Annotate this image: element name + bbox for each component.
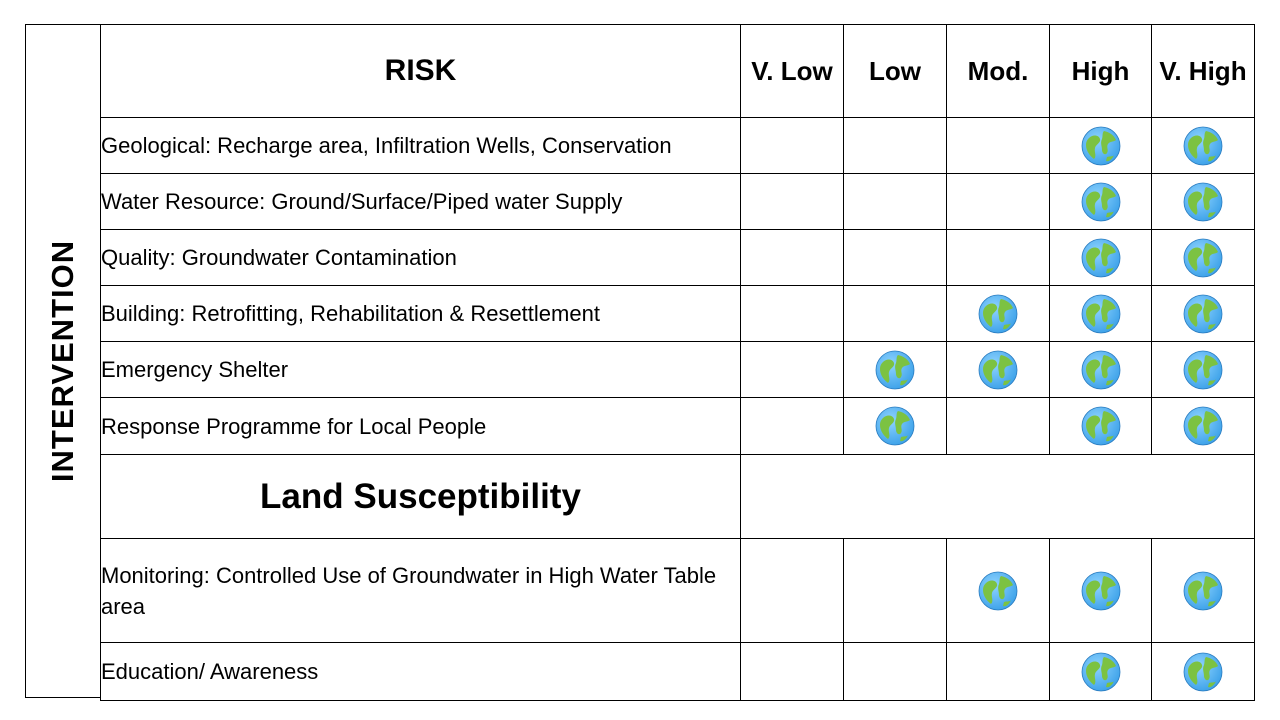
land-row: Education/ Awareness: [100, 642, 1255, 701]
land-label: Education/ Awareness: [100, 642, 741, 701]
risk-row: Emergency Shelter: [100, 341, 1255, 398]
cell-v-high: [1151, 538, 1255, 643]
cell-low: [843, 117, 947, 174]
level-header-high: High: [1049, 24, 1152, 118]
cell-low: [843, 642, 947, 701]
cell-v-high: [1151, 173, 1255, 230]
globe-icon: [1081, 652, 1121, 692]
cell-high: [1049, 642, 1152, 701]
cell-v-low: [740, 285, 844, 342]
cell-v-low: [740, 229, 844, 286]
globe-icon: [978, 350, 1018, 390]
cell-mod: [946, 397, 1050, 455]
cell-v-high: [1151, 117, 1255, 174]
land-row: Monitoring: Controlled Use of Groundwate…: [100, 538, 1255, 643]
cell-v-high: [1151, 397, 1255, 455]
cell-v-low: [740, 341, 844, 398]
globe-icon: [1183, 350, 1223, 390]
cell-high: [1049, 397, 1152, 455]
land-label: Monitoring: Controlled Use of Groundwate…: [100, 538, 741, 643]
globe-icon: [1183, 126, 1223, 166]
land-susceptibility-title: Land Susceptibility: [100, 454, 741, 539]
cell-mod: [946, 117, 1050, 174]
cell-mod: [946, 538, 1050, 643]
cell-mod: [946, 173, 1050, 230]
risk-intervention-table: RISK V. Low Low Mod. High V. High Geolog…: [100, 24, 1255, 701]
cell-mod: [946, 285, 1050, 342]
cell-v-low: [740, 642, 844, 701]
risk-row: Response Programme for Local People: [100, 397, 1255, 455]
cell-mod: [946, 341, 1050, 398]
cell-high: [1049, 538, 1152, 643]
risk-label: Quality: Groundwater Contamination: [100, 229, 741, 286]
cell-low: [843, 173, 947, 230]
globe-icon: [978, 571, 1018, 611]
risk-label: Emergency Shelter: [100, 341, 741, 398]
globe-icon: [1081, 571, 1121, 611]
cell-v-high: [1151, 341, 1255, 398]
risk-label: Building: Retrofitting, Rehabilitation &…: [100, 285, 741, 342]
land-section-blank: [740, 454, 1255, 539]
header-row: RISK V. Low Low Mod. High V. High: [100, 24, 1255, 118]
intervention-label: INTERVENTION: [45, 239, 80, 483]
globe-icon: [1183, 294, 1223, 334]
globe-icon: [978, 294, 1018, 334]
level-header-low: Low: [843, 24, 947, 118]
globe-icon: [1081, 294, 1121, 334]
globe-icon: [1081, 126, 1121, 166]
level-header-v-low: V. Low: [740, 24, 844, 118]
cell-high: [1049, 341, 1152, 398]
cell-low: [843, 538, 947, 643]
risk-label: Response Programme for Local People: [100, 397, 741, 455]
globe-icon: [1081, 238, 1121, 278]
globe-icon: [1081, 182, 1121, 222]
risk-label: Water Resource: Ground/Surface/Piped wat…: [100, 173, 741, 230]
risk-row: Quality: Groundwater Contamination: [100, 229, 1255, 286]
cell-high: [1049, 173, 1152, 230]
cell-v-high: [1151, 285, 1255, 342]
risk-label: Geological: Recharge area, Infiltration …: [100, 117, 741, 174]
risk-header: RISK: [100, 24, 741, 118]
cell-mod: [946, 642, 1050, 701]
cell-high: [1049, 285, 1152, 342]
risk-row: Building: Retrofitting, Rehabilitation &…: [100, 285, 1255, 342]
cell-low: [843, 397, 947, 455]
globe-icon: [1183, 238, 1223, 278]
risk-row: Geological: Recharge area, Infiltration …: [100, 117, 1255, 174]
globe-icon: [1183, 571, 1223, 611]
land-section-header-row: Land Susceptibility: [100, 454, 1255, 539]
cell-v-low: [740, 117, 844, 174]
cell-low: [843, 341, 947, 398]
globe-icon: [1183, 406, 1223, 446]
globe-icon: [875, 406, 915, 446]
cell-v-low: [740, 173, 844, 230]
globe-icon: [875, 350, 915, 390]
risk-row: Water Resource: Ground/Surface/Piped wat…: [100, 173, 1255, 230]
cell-v-high: [1151, 229, 1255, 286]
cell-v-low: [740, 397, 844, 455]
cell-low: [843, 229, 947, 286]
cell-high: [1049, 229, 1152, 286]
intervention-side-column: INTERVENTION: [25, 24, 100, 698]
globe-icon: [1183, 182, 1223, 222]
level-header-v-high: V. High: [1151, 24, 1255, 118]
cell-low: [843, 285, 947, 342]
cell-high: [1049, 117, 1152, 174]
cell-v-high: [1151, 642, 1255, 701]
cell-mod: [946, 229, 1050, 286]
globe-icon: [1183, 652, 1223, 692]
globe-icon: [1081, 406, 1121, 446]
level-header-mod: Mod.: [946, 24, 1050, 118]
globe-icon: [1081, 350, 1121, 390]
cell-v-low: [740, 538, 844, 643]
